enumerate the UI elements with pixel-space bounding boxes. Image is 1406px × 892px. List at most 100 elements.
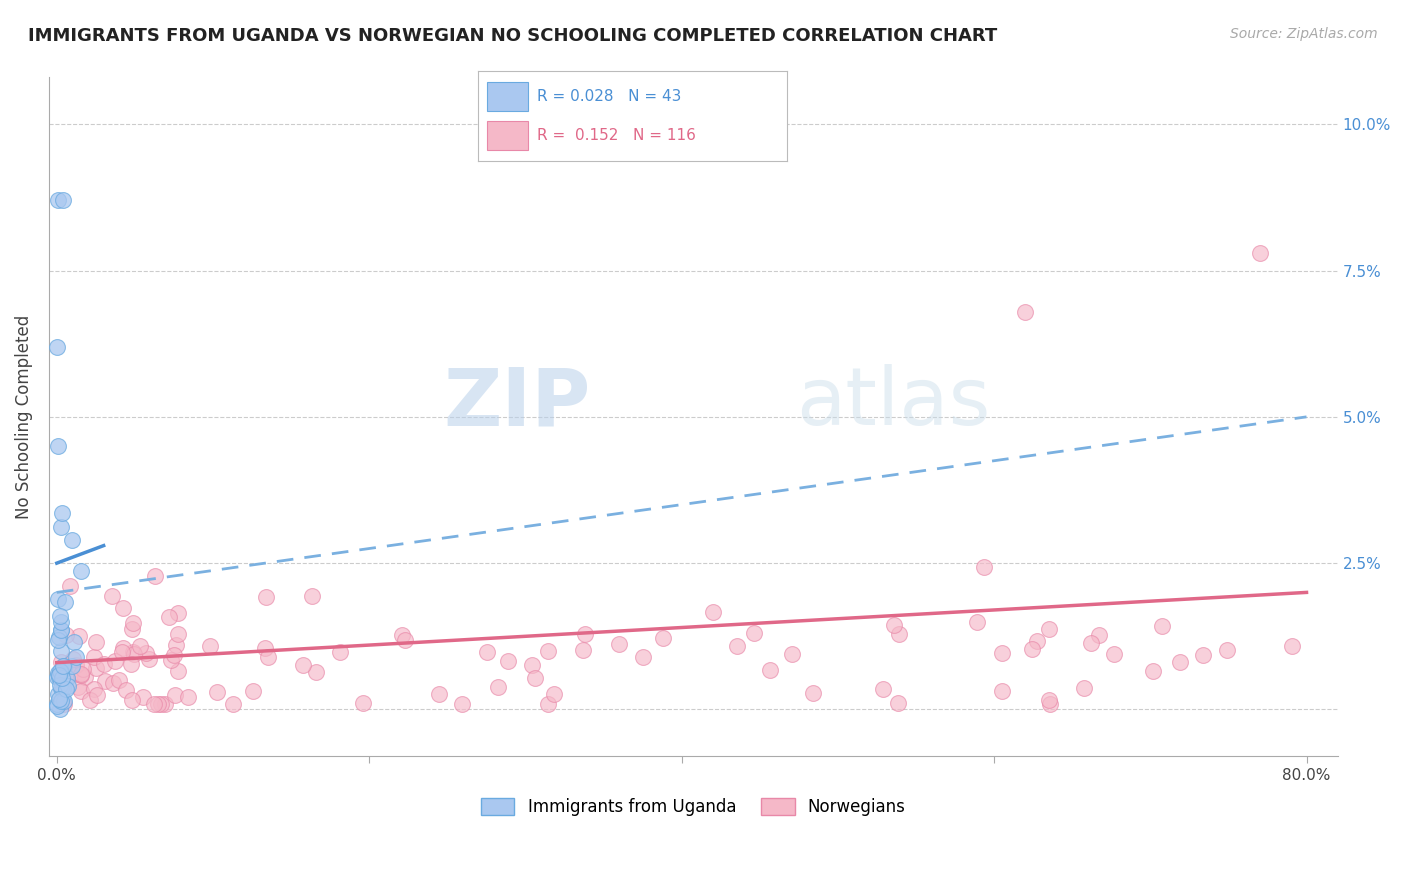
Text: ZIP: ZIP: [443, 364, 591, 442]
Point: [165, 638, 187, 652]
Point: [496, 654, 519, 668]
Point: [112, 641, 135, 656]
Point: [177, 690, 200, 704]
Point: [49, 624, 72, 638]
Point: [725, 639, 748, 653]
Text: IMMIGRANTS FROM UGANDA VS NORWEGIAN NO SCHOOLING COMPLETED CORRELATION CHART: IMMIGRANTS FROM UGANDA VS NORWEGIAN NO S…: [28, 27, 997, 45]
Point: [166, 607, 188, 621]
Point: [966, 615, 988, 629]
Point: [52, 659, 75, 673]
Point: [48, 670, 70, 684]
Point: [1021, 642, 1043, 657]
Point: [108, 673, 131, 688]
Point: [1168, 655, 1191, 669]
Point: [86, 688, 108, 702]
Point: [1216, 643, 1239, 657]
Point: [122, 615, 145, 630]
Point: [607, 637, 630, 651]
Point: [702, 605, 724, 619]
Point: [51, 665, 73, 679]
Point: [165, 688, 187, 702]
Point: [1039, 697, 1062, 711]
Point: [758, 664, 780, 678]
Point: [59, 579, 82, 593]
Point: [167, 627, 190, 641]
Point: [543, 687, 565, 701]
Point: [48, 609, 70, 624]
Point: [143, 697, 166, 711]
Point: [52, 695, 75, 709]
Point: [132, 690, 155, 705]
Point: [121, 693, 143, 707]
Point: [73, 670, 96, 684]
Point: [93, 657, 115, 671]
Point: [973, 560, 995, 574]
Point: [886, 696, 908, 710]
Point: [536, 643, 558, 657]
Y-axis label: No Schooling Completed: No Schooling Completed: [15, 315, 32, 519]
Text: Source: ZipAtlas.com: Source: ZipAtlas.com: [1230, 27, 1378, 41]
Point: [135, 647, 157, 661]
Point: [48, 678, 70, 692]
Point: [70, 667, 93, 681]
Point: [205, 685, 228, 699]
Point: [60, 659, 83, 673]
Point: [155, 697, 177, 711]
Point: [46, 697, 69, 711]
Point: [1038, 622, 1060, 636]
Point: [93, 674, 115, 689]
Point: [1080, 636, 1102, 650]
Point: [52, 194, 75, 208]
Point: [45, 699, 67, 714]
Point: [69, 564, 91, 578]
Point: [114, 683, 136, 698]
Point: [55, 628, 77, 642]
Point: [1088, 628, 1111, 642]
Point: [292, 658, 315, 673]
Point: [49, 615, 72, 630]
Point: [520, 658, 543, 673]
Point: [1038, 693, 1060, 707]
Point: [394, 632, 416, 647]
Point: [329, 645, 352, 659]
Point: [1142, 665, 1164, 679]
Point: [537, 697, 560, 711]
Point: [872, 682, 894, 697]
Point: [46, 439, 69, 453]
Point: [146, 697, 169, 711]
Point: [60, 533, 83, 547]
Point: [475, 645, 498, 659]
Point: [121, 622, 143, 636]
Point: [51, 506, 73, 520]
Point: [83, 681, 105, 696]
Point: [49, 643, 72, 657]
Point: [48, 667, 70, 681]
Point: [83, 649, 105, 664]
Point: [51, 681, 73, 695]
Point: [120, 657, 142, 671]
Point: [52, 694, 75, 708]
Point: [55, 669, 77, 683]
Bar: [488, 82, 527, 111]
Point: [46, 666, 69, 681]
Point: [49, 656, 72, 670]
Point: [121, 645, 143, 659]
Point: [46, 670, 69, 684]
Point: [1191, 648, 1213, 662]
Point: [129, 639, 152, 653]
Point: [524, 671, 547, 685]
Point: [46, 632, 69, 647]
Point: [49, 624, 72, 638]
Point: [70, 683, 93, 698]
Point: [45, 340, 67, 354]
Point: [254, 590, 277, 604]
Point: [53, 697, 76, 711]
Point: [49, 694, 72, 708]
Point: [352, 696, 374, 710]
Point: [254, 641, 277, 656]
Point: [572, 643, 595, 657]
Point: [49, 702, 72, 716]
Text: R =  0.152   N = 116: R = 0.152 N = 116: [537, 128, 696, 143]
Point: [221, 697, 243, 711]
Point: [1026, 633, 1049, 648]
